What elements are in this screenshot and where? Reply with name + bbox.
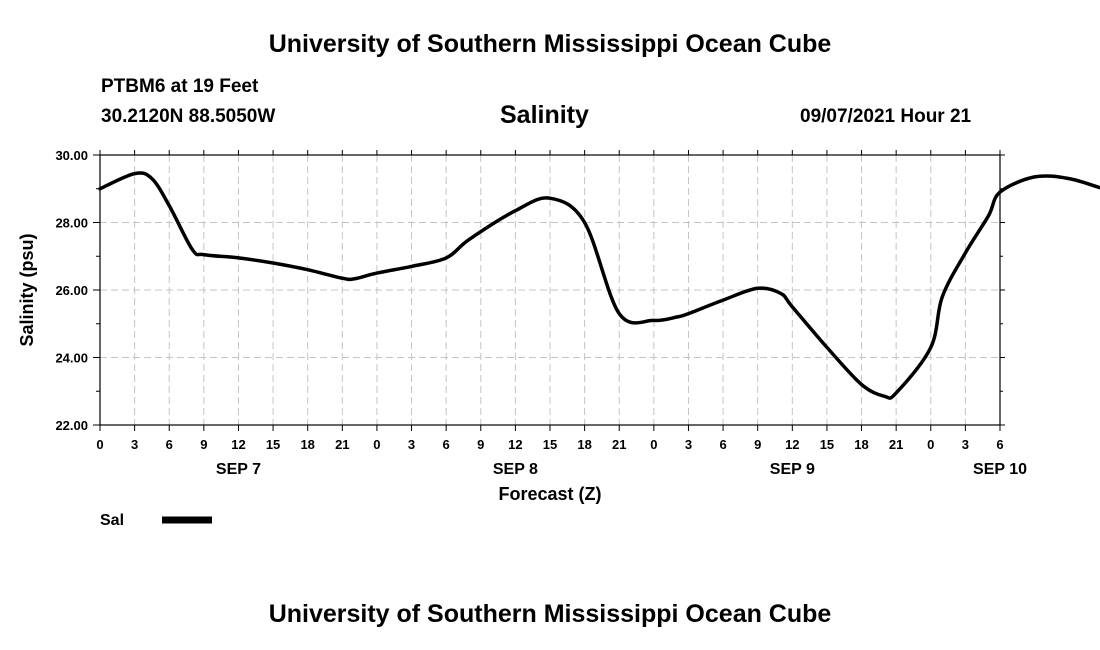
x-tick-label: 15: [266, 437, 280, 452]
x-tick-label: 15: [543, 437, 557, 452]
x-tick-label: 0: [650, 437, 657, 452]
chart-grid: [100, 155, 1000, 425]
x-tick-label: 21: [889, 437, 903, 452]
x-tick-label: 9: [200, 437, 207, 452]
x-tick-label: 12: [785, 437, 799, 452]
x-tick-label: 9: [754, 437, 761, 452]
y-tick-label: 22.00: [55, 418, 88, 433]
x-tick-label: 15: [820, 437, 834, 452]
y-tick-label: 30.00: [55, 148, 88, 163]
x-tick-label: 3: [408, 437, 415, 452]
day-label: SEP 10: [973, 461, 1027, 478]
x-tick-label: 6: [996, 437, 1003, 452]
x-tick-label: 3: [131, 437, 138, 452]
day-label: SEP 9: [770, 461, 815, 478]
x-tick-label: 21: [612, 437, 626, 452]
x-tick-label: 0: [927, 437, 934, 452]
x-tick-label: 12: [508, 437, 522, 452]
station-label: PTBM6 at 19 Feet: [101, 76, 259, 97]
x-tick-label: 6: [443, 437, 450, 452]
y-axis: 22.00 24.00 26.00 28.00 30.00: [55, 148, 1005, 433]
y-tick-label: 26.00: [55, 283, 88, 298]
y-tick-label: 24.00: [55, 351, 88, 366]
x-tick-label: 18: [854, 437, 868, 452]
x-tick-label: 0: [373, 437, 380, 452]
x-tick-label: 12: [231, 437, 245, 452]
chart-title: Salinity: [500, 101, 589, 129]
x-tick-label: 21: [335, 437, 349, 452]
station-coordinates: 30.2120N 88.5050W: [101, 106, 276, 127]
x-axis-title: Forecast (Z): [498, 484, 601, 504]
day-labels: SEP 7 SEP 8 SEP 9 SEP 10: [216, 461, 1027, 478]
y-axis-title: Salinity (psu): [17, 233, 37, 346]
x-tick-label: 18: [300, 437, 314, 452]
x-tick-label: 3: [962, 437, 969, 452]
x-axis: 0 3 6 9 12 15 18 21 0 3 6 9 12 15 18 21 0 3 6 9 12 15 18 21 0 3 6: [96, 150, 1004, 452]
day-label: SEP 7: [216, 461, 261, 478]
forecast-datetime: 09/07/2021 Hour 21: [800, 106, 972, 127]
day-label: SEP 8: [493, 461, 538, 478]
x-tick-label: 3: [685, 437, 692, 452]
x-tick-label: 6: [166, 437, 173, 452]
x-tick-label: 9: [477, 437, 484, 452]
x-tick-label: 6: [719, 437, 726, 452]
x-tick-label: 0: [96, 437, 103, 452]
chart-main-title: University of Southern Mississippi Ocean…: [268, 30, 832, 58]
legend-label: Sal: [100, 512, 124, 529]
footer-title: University of Southern Mississippi Ocean…: [268, 600, 832, 628]
series-sal-line: [98, 171, 1100, 400]
y-tick-label: 28.00: [55, 216, 88, 231]
x-tick-label: 18: [577, 437, 591, 452]
